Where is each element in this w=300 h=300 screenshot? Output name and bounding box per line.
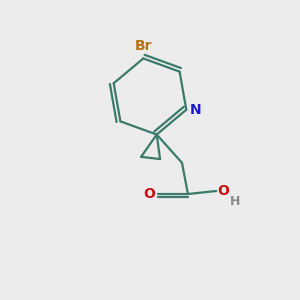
Text: O: O: [218, 184, 230, 198]
Text: Br: Br: [134, 39, 152, 53]
Text: H: H: [230, 195, 240, 208]
Text: O: O: [143, 187, 155, 201]
Text: N: N: [189, 103, 201, 117]
